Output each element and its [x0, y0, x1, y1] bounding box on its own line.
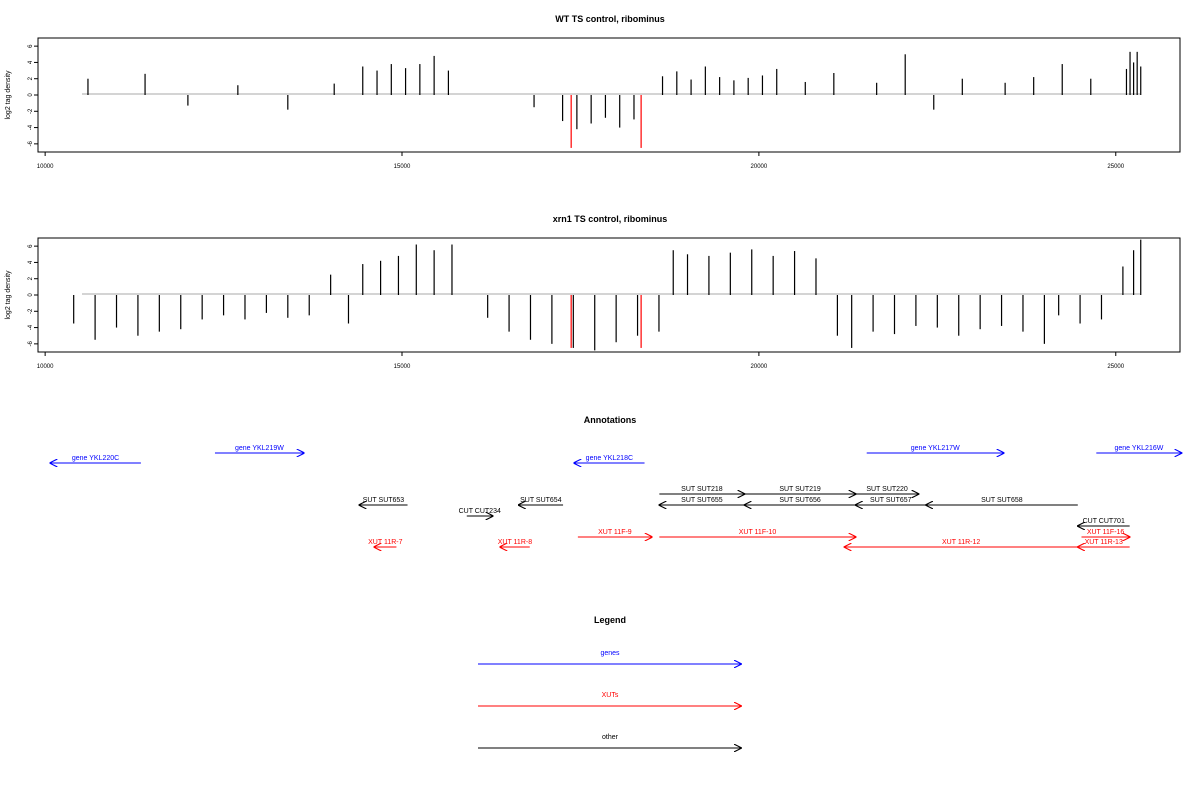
annotation-label: SUT SUT655 [681, 497, 723, 504]
y-tick-label: -2 [28, 108, 34, 114]
legend-label: genes [600, 650, 620, 657]
y-tick-label: 0 [28, 93, 34, 97]
annotation-label: CUT CUT701 [1083, 518, 1125, 525]
annotation-label: SUT SUT220 [866, 486, 908, 493]
highlight-lines [570, 295, 642, 348]
x-tick-label: 15000 [394, 364, 411, 370]
annotation-label: SUT SUT218 [681, 486, 723, 493]
x-tick-label: 10000 [37, 364, 54, 370]
y-tick-label: 2 [28, 276, 34, 280]
annotation-label: SUT SUT653 [363, 497, 405, 504]
y-ticks: -6 -4 -2 0 2 4 6 [28, 244, 38, 347]
y-tick-label: 4 [28, 60, 34, 64]
x-ticks: 10000 15000 20000 25000 [37, 152, 1125, 170]
x-tick-label: 20000 [751, 164, 768, 170]
density-bars [87, 51, 1142, 130]
annotation-label: gene YKL217W [911, 445, 960, 452]
x-tick-label: 25000 [1107, 164, 1124, 170]
annotation-features: gene YKL220C gene YKL219W gene YKL218C gene… [50, 445, 1181, 547]
annotation-label: gene YKL220C [72, 455, 119, 462]
annotation-label: XUT 11F-10 [739, 529, 777, 536]
annotation-label: gene YKL219W [235, 445, 284, 452]
panel-title: WT TS control, ribominus [555, 14, 665, 24]
annotation-label: gene YKL216W [1114, 445, 1163, 452]
annotation-label: SUT SUT219 [779, 486, 821, 493]
legend-label: XUTs [602, 692, 619, 699]
x-tick-label: 10000 [37, 164, 54, 170]
track-panel-wt: WT TS control, ribominus log2 tag densit… [5, 14, 1181, 170]
annotation-label: gene YKL218C [586, 455, 633, 462]
y-tick-label: 0 [28, 293, 34, 297]
plot-frame [37, 237, 1181, 353]
highlight-lines [570, 95, 642, 148]
y-ticks: -6 -4 -2 0 2 4 6 [28, 44, 38, 147]
annotations-title: Annotations [584, 415, 637, 425]
panel-title: xrn1 TS control, ribominus [553, 214, 668, 224]
y-axis-label: log2 tag density [5, 270, 12, 320]
y-axis-label: log2 tag density [5, 70, 12, 120]
y-tick-label: -6 [28, 141, 34, 147]
legend-items: genes XUTs other [478, 650, 741, 748]
annotation-label: CUT CUT234 [459, 508, 501, 515]
annotation-label: SUT SUT657 [870, 497, 912, 504]
annotation-label: XUT 11R-8 [498, 539, 532, 546]
y-tick-label: -4 [28, 324, 34, 330]
x-ticks: 10000 15000 20000 25000 [37, 352, 1125, 370]
y-tick-label: 4 [28, 260, 34, 264]
y-tick-label: -6 [28, 341, 34, 347]
legend: Legend genes XUTs other [478, 615, 741, 748]
x-tick-label: 15000 [394, 164, 411, 170]
annotation-label: SUT SUT656 [779, 497, 821, 504]
y-tick-label: 6 [28, 244, 34, 248]
legend-title: Legend [594, 615, 626, 625]
y-tick-label: 6 [28, 44, 34, 48]
x-tick-label: 25000 [1107, 364, 1124, 370]
annotation-label: SUT SUT658 [981, 497, 1023, 504]
y-tick-label: 2 [28, 76, 34, 80]
x-tick-label: 20000 [751, 364, 768, 370]
annotation-label: SUT SUT654 [520, 497, 562, 504]
annotation-label: XUT 11F-16 [1087, 529, 1125, 536]
y-tick-label: -4 [28, 124, 34, 130]
density-bars [73, 239, 1142, 351]
annotation-label: XUT 11R-7 [368, 539, 402, 546]
annotation-label: XUT 11F-9 [598, 529, 632, 536]
plot-frame [37, 37, 1181, 153]
track-panel-xrn1: xrn1 TS control, ribominus log2 tag dens… [5, 214, 1181, 370]
legend-label: other [602, 734, 619, 741]
annotation-label: XUT 11R-13 [1085, 539, 1123, 546]
y-tick-label: -2 [28, 308, 34, 314]
annotation-label: XUT 11R-12 [942, 539, 980, 546]
